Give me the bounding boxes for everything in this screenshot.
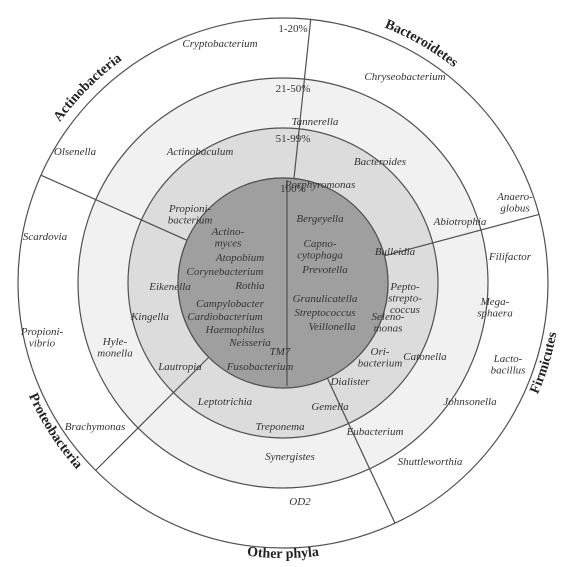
genus-label: Bacteroides [354, 156, 406, 168]
genus-label: Rothia [234, 280, 265, 292]
genus-label: OD2 [289, 496, 311, 508]
genus-label: Fusobacterium [226, 361, 294, 373]
genus-label: Prevotella [301, 264, 348, 276]
genus-label: Cardiobacterium [187, 311, 262, 323]
genus-label: Olsenella [54, 146, 97, 158]
genus-label: Haemophilus [205, 324, 265, 336]
genus-label: Lautropia [157, 361, 202, 373]
genus-label: Shuttleworthia [398, 456, 463, 468]
genus-label: Actinobaculum [166, 146, 234, 158]
genus-label: Bergeyella [296, 213, 344, 225]
genus-label: Treponema [255, 421, 305, 433]
genus-label: Synergistes [265, 451, 315, 463]
genus-label: TM7 [270, 346, 291, 358]
genus-label: Tannerella [292, 116, 339, 128]
genus-label: Capno-cytophaga [297, 238, 343, 262]
genus-label: Cryptobacterium [182, 38, 257, 50]
genus-label: Chryseobacterium [364, 71, 445, 83]
genus-label: Eubacterium [346, 426, 404, 438]
ring-label-outer: 1-20% [278, 23, 307, 35]
genus-label: Abiotrophia [433, 216, 487, 228]
genus-label: Anaero-globus [496, 191, 533, 215]
genus-label: Leptotrichia [197, 396, 253, 408]
concentric-phylum-diagram: 1-20%21-50%51-99%100%ActinobacteriaBacte… [0, 0, 567, 567]
genus-label: Filifactor [488, 251, 532, 263]
genus-label: Lacto-bacillus [491, 353, 526, 377]
genus-label: Mega-sphaera [477, 296, 513, 320]
ring-label-2: 51-99% [276, 133, 311, 145]
genus-label: Bulleidia [375, 246, 416, 258]
genus-label: Dialister [329, 376, 370, 388]
genus-label: Seleno-monas [372, 311, 405, 335]
genus-label: Campylobacter [196, 298, 265, 310]
genus-label: Kingella [130, 311, 169, 323]
genus-label: Atopobium [215, 252, 264, 264]
genus-label: Actino-myces [211, 226, 245, 250]
genus-label: Neisseria [228, 337, 271, 349]
genus-label: Brachymonas [65, 421, 126, 433]
genus-label: Streptococcus [294, 307, 355, 319]
genus-label: Porphyromonas [284, 179, 355, 191]
genus-label: Catonella [403, 351, 447, 363]
genus-label: Scardovia [23, 231, 68, 243]
genus-label: Corynebacterium [187, 266, 264, 278]
genus-label: Veillonella [308, 321, 356, 333]
ring-label-1: 21-50% [276, 83, 311, 95]
genus-label: Gemella [311, 401, 349, 413]
genus-label: Eikenella [148, 281, 191, 293]
genus-label: Johnsonella [443, 396, 497, 408]
genus-label: Granulicatella [293, 293, 358, 305]
genus-label: Propioni-bacterium [168, 203, 213, 227]
